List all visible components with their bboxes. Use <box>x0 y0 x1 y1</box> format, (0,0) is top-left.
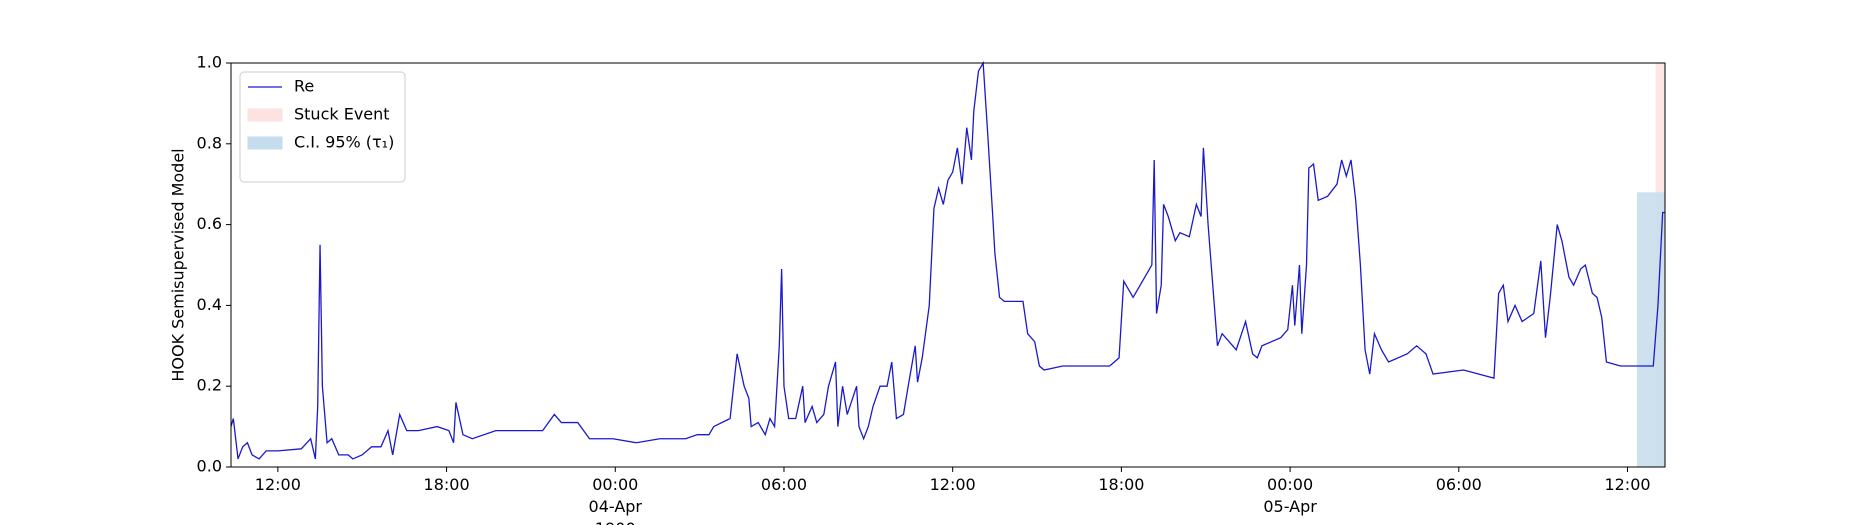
y-tick-label: 0.2 <box>197 376 222 395</box>
region <box>1636 192 1665 467</box>
legend-label: Re <box>294 77 314 96</box>
y-tick-label: 0.6 <box>197 214 222 233</box>
x-tick-label: 00:00 05-Apr <box>1263 475 1317 516</box>
legend-label: C.I. 95% (τ₁) <box>294 133 394 152</box>
x-tick-label: 06:00 <box>760 475 808 494</box>
legend-swatch <box>247 136 283 150</box>
y-tick-label: 0.8 <box>197 133 222 152</box>
legend-label: Stuck Event <box>294 105 390 124</box>
x-tick-label: 18:00 <box>423 475 470 494</box>
x-tick-label: 12:00 <box>1604 475 1651 494</box>
x-tick-label: 18:00 <box>1098 475 1145 494</box>
x-tick-label: 12:00 <box>929 475 976 494</box>
x-tick-label: 12:00 <box>254 475 301 494</box>
data-line <box>230 60 1665 460</box>
legend-box <box>239 71 406 183</box>
y-tick-label: 0.0 <box>197 457 222 476</box>
y-tick-label: 1.0 <box>197 53 222 72</box>
legend-swatch <box>247 108 283 122</box>
plot-frame <box>230 62 1666 468</box>
y-axis-label: HOOK Semisupervised Model <box>169 148 188 381</box>
x-tick-label: 00:00 04-Apr 1900 <box>588 475 642 525</box>
x-tick-label: 06:00 <box>1435 475 1482 494</box>
legend: Re Stuck Event C.I. 95% (τ₁) <box>239 71 406 183</box>
y-tick-label: 0.4 <box>197 295 222 314</box>
